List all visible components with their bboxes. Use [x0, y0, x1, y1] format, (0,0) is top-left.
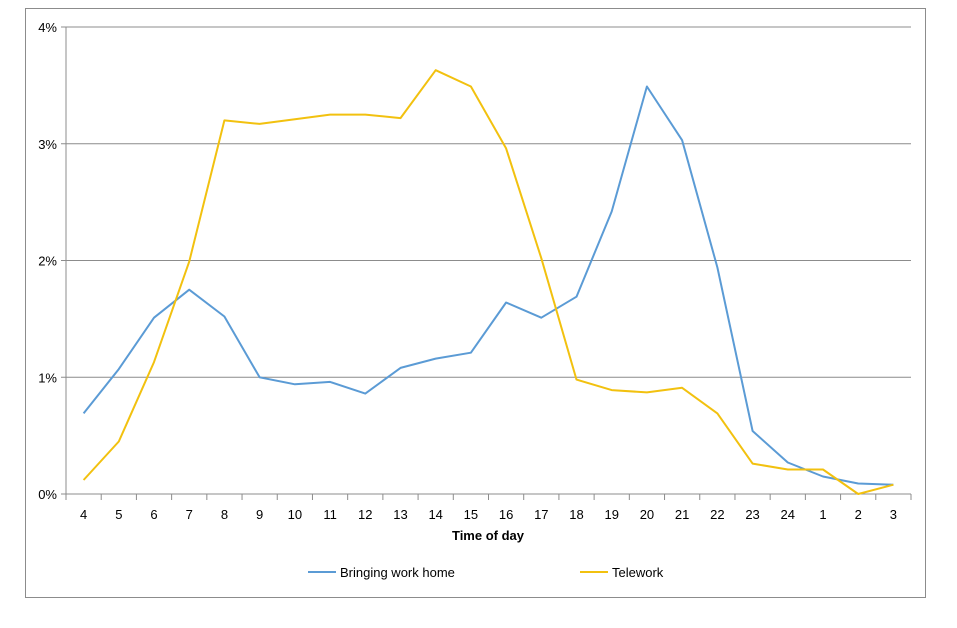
x-tick-label: 1 [819, 507, 826, 522]
x-tick-label: 14 [428, 507, 442, 522]
x-tick-label: 22 [710, 507, 724, 522]
x-tick-label: 17 [534, 507, 548, 522]
x-tick-label: 8 [221, 507, 228, 522]
y-tick-label: 3% [38, 137, 57, 152]
y-tick-label: 0% [38, 487, 57, 502]
x-tick-label: 23 [745, 507, 759, 522]
x-tick-label: 11 [323, 507, 337, 522]
x-tick-label: 3 [890, 507, 897, 522]
y-tick-label: 2% [38, 254, 57, 269]
x-tick-label: 5 [115, 507, 122, 522]
x-tick-label: 2 [855, 507, 862, 522]
x-tick-label: 16 [499, 507, 513, 522]
x-tick-label: 20 [640, 507, 654, 522]
x-tick-label: 18 [569, 507, 583, 522]
series-line-0 [82, 85, 894, 486]
series-line-1 [82, 69, 894, 495]
legend-label: Bringing work home [340, 565, 455, 580]
x-tick-label: 10 [288, 507, 302, 522]
x-tick-label: 19 [604, 507, 618, 522]
chart-frame [25, 8, 926, 598]
x-tick-label: 12 [358, 507, 372, 522]
x-axis-title: Time of day [452, 528, 525, 543]
x-tick-label: 21 [675, 507, 689, 522]
x-tick-label: 4 [80, 507, 87, 522]
x-tick-label: 24 [781, 507, 795, 522]
x-tick-label: 7 [186, 507, 193, 522]
legend-label: Telework [612, 565, 664, 580]
x-tick-label: 9 [256, 507, 263, 522]
x-tick-label: 15 [464, 507, 478, 522]
y-tick-label: 4% [38, 20, 57, 35]
x-tick-label: 6 [150, 507, 157, 522]
y-tick-label: 1% [38, 370, 57, 385]
x-tick-label: 13 [393, 507, 407, 522]
